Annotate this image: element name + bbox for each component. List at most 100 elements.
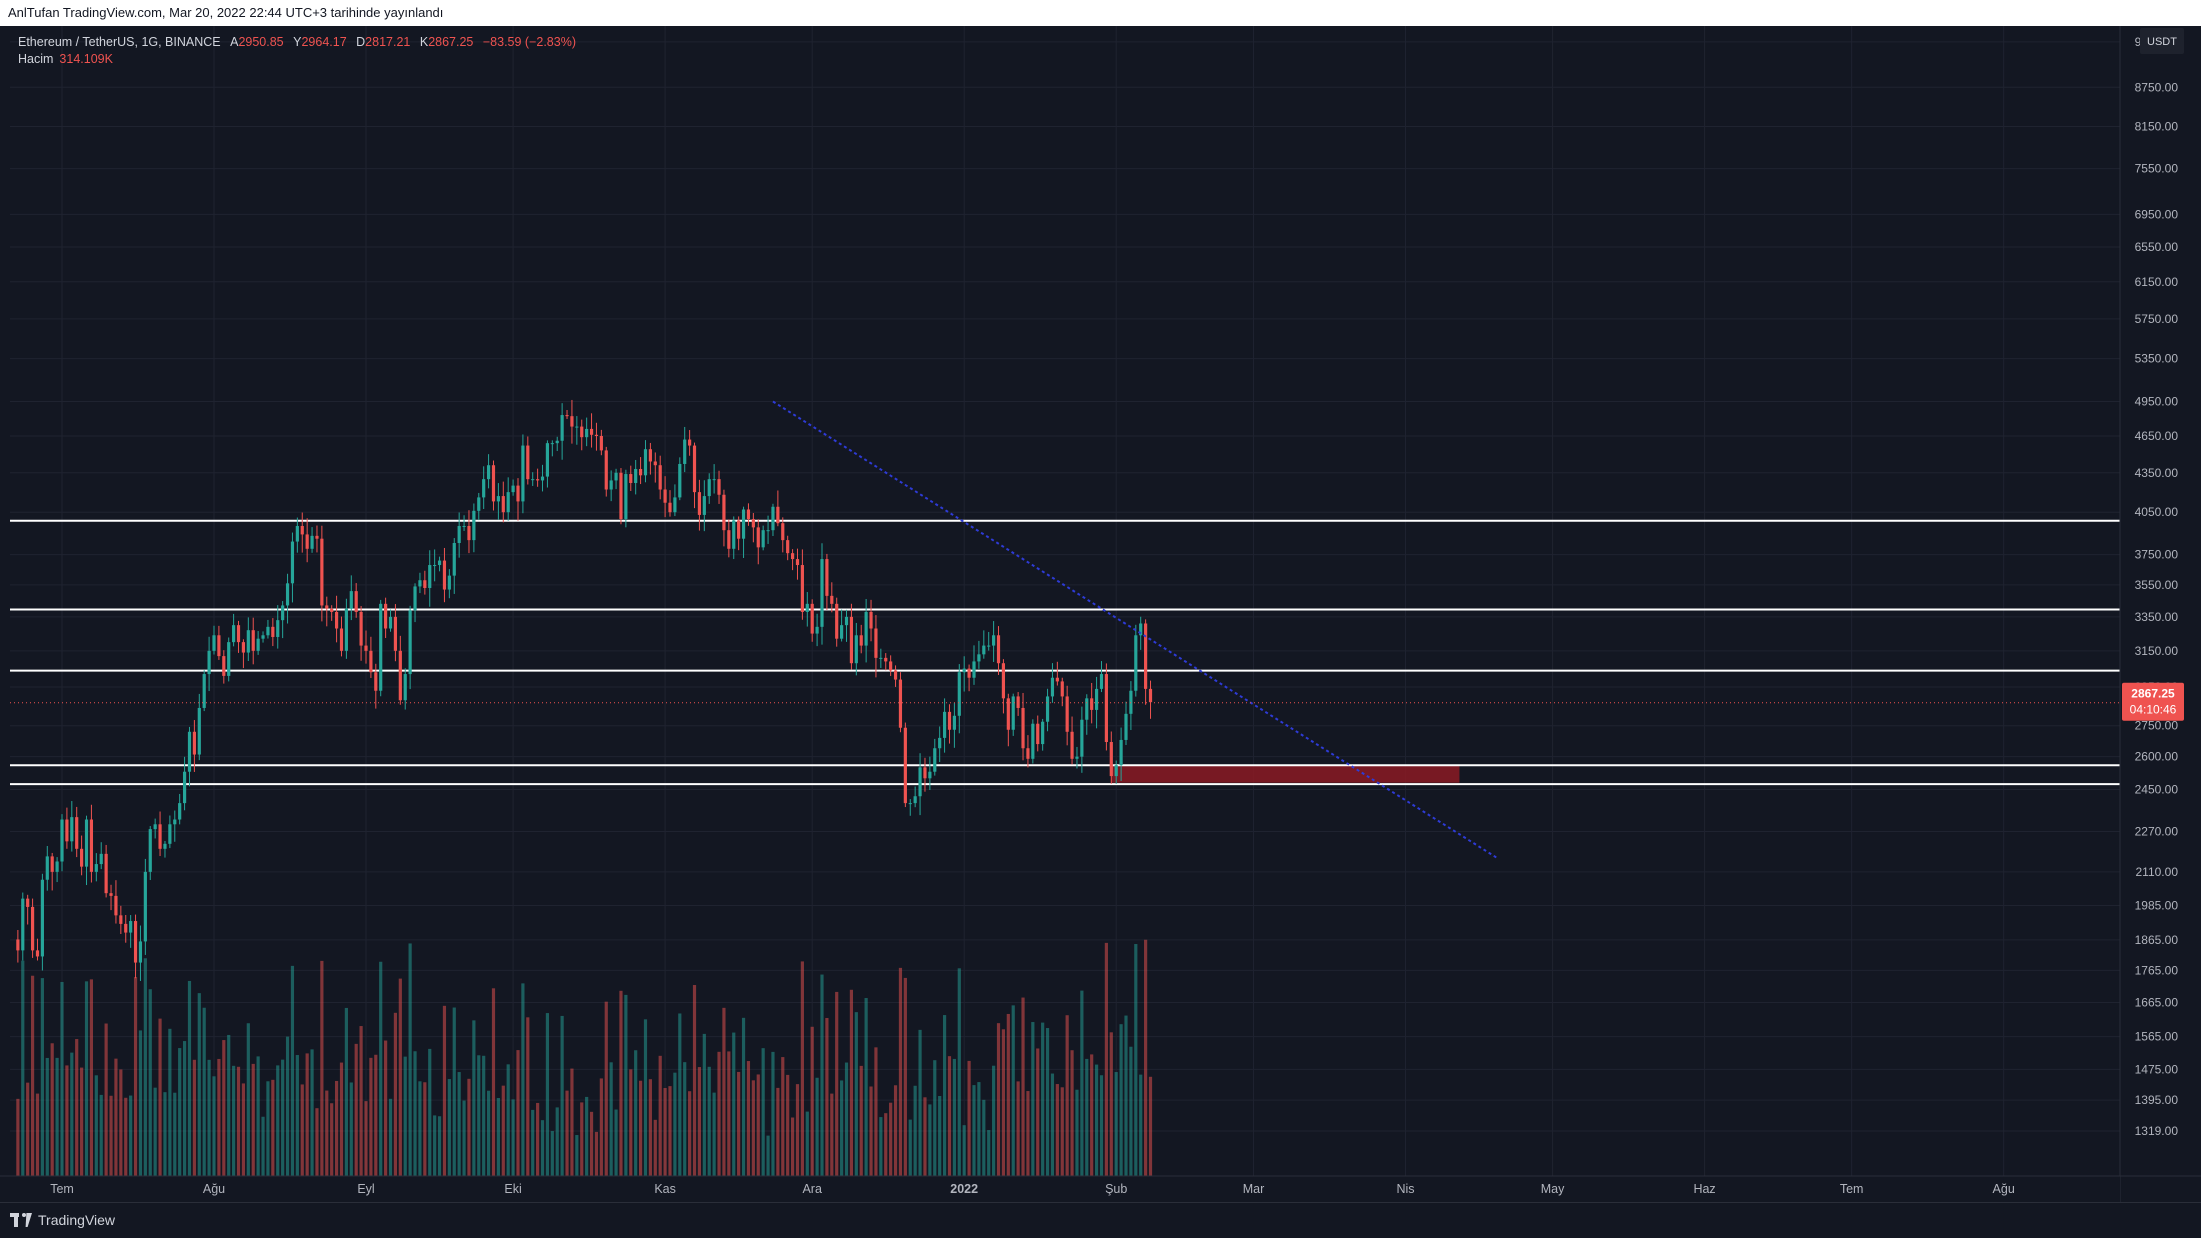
volume-bar xyxy=(751,1080,755,1176)
volume-bar xyxy=(619,990,623,1176)
candle-body xyxy=(173,819,177,825)
ohlc-legend-row: Ethereum / TetherUS, 1G, BINANCE A2950.8… xyxy=(18,34,576,51)
candle-body xyxy=(207,650,211,675)
volume-bar xyxy=(913,1085,917,1176)
volume-bar xyxy=(692,985,697,1176)
candle-body xyxy=(433,565,437,567)
volume-bar xyxy=(129,1095,133,1176)
candle-body xyxy=(486,465,491,480)
volume-bar xyxy=(629,1069,633,1176)
time-axis: Tem Ağu Eyl Eki Kas Ara 2022 Şub Mar Nis May Haz Tem… xyxy=(0,1175,2201,1202)
volume-bar xyxy=(99,1094,103,1176)
candle-body xyxy=(531,479,535,481)
volume-bar xyxy=(437,1116,442,1176)
volume-bar xyxy=(732,1032,736,1176)
candle-body xyxy=(854,635,858,664)
volume-bar xyxy=(300,1084,304,1176)
volume-bar xyxy=(320,960,324,1176)
volume-bar xyxy=(178,1048,182,1176)
volume-bar xyxy=(344,1007,348,1176)
candle-body xyxy=(1065,696,1069,732)
candle-body xyxy=(398,650,402,701)
volume-bar xyxy=(119,1069,123,1176)
chart-area[interactable]: 3987.813394.643038.892560.032473.72 9500… xyxy=(0,26,2201,1202)
volume-bar xyxy=(761,1048,765,1176)
candle-body xyxy=(477,497,481,511)
volume-bar xyxy=(575,1135,579,1176)
price-tick-label: 1865.00 xyxy=(2135,933,2179,947)
volume-bar xyxy=(109,1095,113,1176)
candle-body xyxy=(638,468,643,476)
candle-body xyxy=(619,472,623,520)
volume-bar xyxy=(1099,1075,1104,1176)
symbol-name[interactable]: Ethereum / TetherUS, 1G, BINANCE xyxy=(18,35,221,49)
volume-bar xyxy=(717,1051,721,1176)
candle-body xyxy=(1050,677,1055,697)
candle-body xyxy=(889,661,893,671)
candle-body xyxy=(893,670,898,680)
volume-bar xyxy=(580,1102,584,1176)
volume-bar xyxy=(928,1104,932,1176)
candle-body xyxy=(898,679,903,728)
candle-body xyxy=(104,853,108,894)
trendline xyxy=(772,400,1500,860)
brand-name: TradingView xyxy=(38,1212,116,1228)
candle-body xyxy=(295,525,299,542)
volume-bar xyxy=(810,1026,814,1176)
volume-bar xyxy=(477,1055,481,1176)
volume-bar xyxy=(30,975,35,1176)
candle-body xyxy=(805,603,809,612)
volume-bar xyxy=(1094,1064,1099,1176)
volume-bar xyxy=(982,1099,986,1176)
volume-bar xyxy=(962,1125,966,1176)
volume-bar xyxy=(55,1057,59,1176)
volume-bar xyxy=(447,1079,451,1176)
time-tick-label: Mar xyxy=(1243,1182,1265,1196)
candle-body xyxy=(634,468,638,484)
candle-body xyxy=(281,605,285,621)
candle-body xyxy=(947,711,952,730)
candle-body xyxy=(158,824,162,849)
candle-body xyxy=(60,819,64,862)
price-tick-label: 4950.00 xyxy=(2135,395,2179,409)
volume-bar xyxy=(501,1085,505,1176)
candle-body xyxy=(246,630,250,653)
candle-body xyxy=(359,611,363,646)
volume-bar xyxy=(815,1077,819,1176)
volume-bar xyxy=(1109,1032,1113,1176)
close-label: K xyxy=(419,35,429,49)
volume-bar xyxy=(94,1075,98,1176)
candle-body xyxy=(609,480,613,490)
volume-bar xyxy=(50,1043,54,1176)
volume-bar xyxy=(217,1058,221,1176)
volume-bar xyxy=(339,1062,344,1176)
candle-body xyxy=(869,611,873,629)
volume-label[interactable]: Hacim xyxy=(18,52,54,66)
price-chart[interactable]: 3987.813394.643038.892560.032473.72 9500… xyxy=(0,26,2201,1202)
candle-body xyxy=(310,535,314,549)
candle-body xyxy=(1075,756,1079,759)
volume-bar xyxy=(21,960,25,1176)
volume-bar xyxy=(232,1065,236,1176)
volume-bar xyxy=(290,965,295,1176)
volume-bar xyxy=(374,1054,378,1176)
volume-bar xyxy=(281,1059,285,1176)
candle-body xyxy=(982,645,986,655)
candle-body xyxy=(516,485,520,502)
volume-bar xyxy=(1090,1054,1094,1176)
volume-bar xyxy=(756,1074,760,1176)
candle-body xyxy=(1114,765,1118,777)
tradingview-brand[interactable]: TradingView xyxy=(10,1212,115,1228)
volume-bar xyxy=(1055,1084,1059,1176)
candle-body xyxy=(526,445,530,480)
price-tick-label: 2110.00 xyxy=(2136,865,2179,879)
published-text: AnlTufan TradingView.com, Mar 20, 2022 2… xyxy=(8,5,444,20)
volume-bar xyxy=(707,1066,711,1176)
volume-bar xyxy=(1031,1022,1035,1176)
candle-body xyxy=(751,519,755,528)
volume-bar xyxy=(737,1071,741,1176)
candle-body xyxy=(624,474,628,520)
volume-bar xyxy=(241,1083,246,1176)
candle-body xyxy=(840,625,844,639)
time-tick-label: Eki xyxy=(504,1182,521,1196)
